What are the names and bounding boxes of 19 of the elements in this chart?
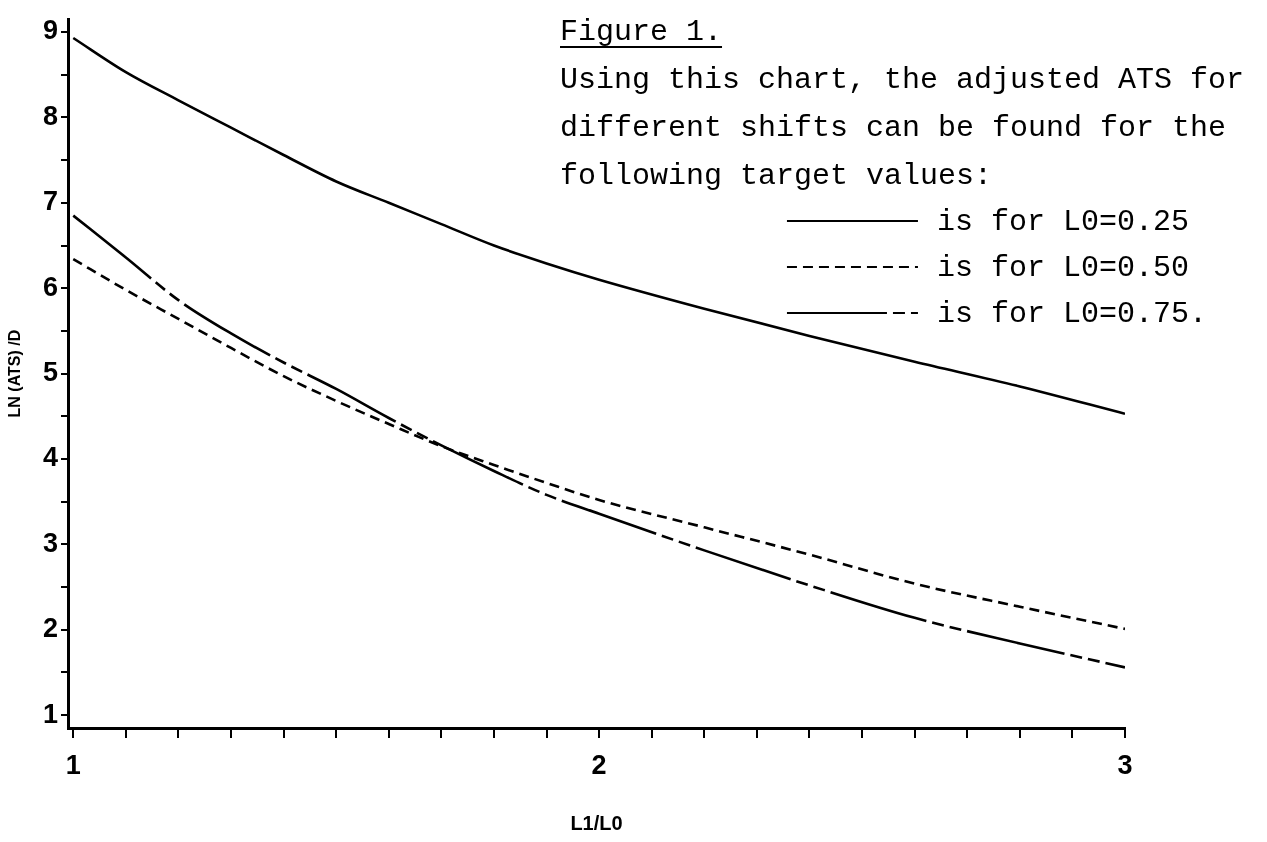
- y-tick-label: 3: [42, 527, 58, 558]
- legend-label: is for L0=0.75.: [936, 297, 1207, 331]
- legend-label: is for L0=0.25: [936, 205, 1189, 239]
- x-tick-label: 3: [1117, 749, 1133, 780]
- x-tick-label: 2: [591, 749, 607, 780]
- x-tick-label: 1: [65, 749, 81, 780]
- y-axis-title: LN (ATS) /D: [6, 329, 24, 418]
- y-tick-label: 5: [42, 357, 58, 388]
- y-tick-label: 9: [42, 15, 58, 46]
- text: Using this chart, the adjusted ATS for different shifts can be found for the following target values:: [560, 63, 1245, 193]
- x-axis-title: L1/L0: [570, 811, 623, 834]
- chart-title: Figure 1.: [560, 15, 723, 49]
- legend-label: is for L0=0.50: [936, 251, 1189, 285]
- y-tick-label: 4: [42, 442, 58, 473]
- y-tick-label: 8: [42, 100, 58, 131]
- y-tick-label: 6: [42, 271, 58, 302]
- y-tick-label: 2: [42, 613, 58, 644]
- y-tick-label: 1: [42, 698, 58, 729]
- y-tick-label: 7: [42, 186, 58, 217]
